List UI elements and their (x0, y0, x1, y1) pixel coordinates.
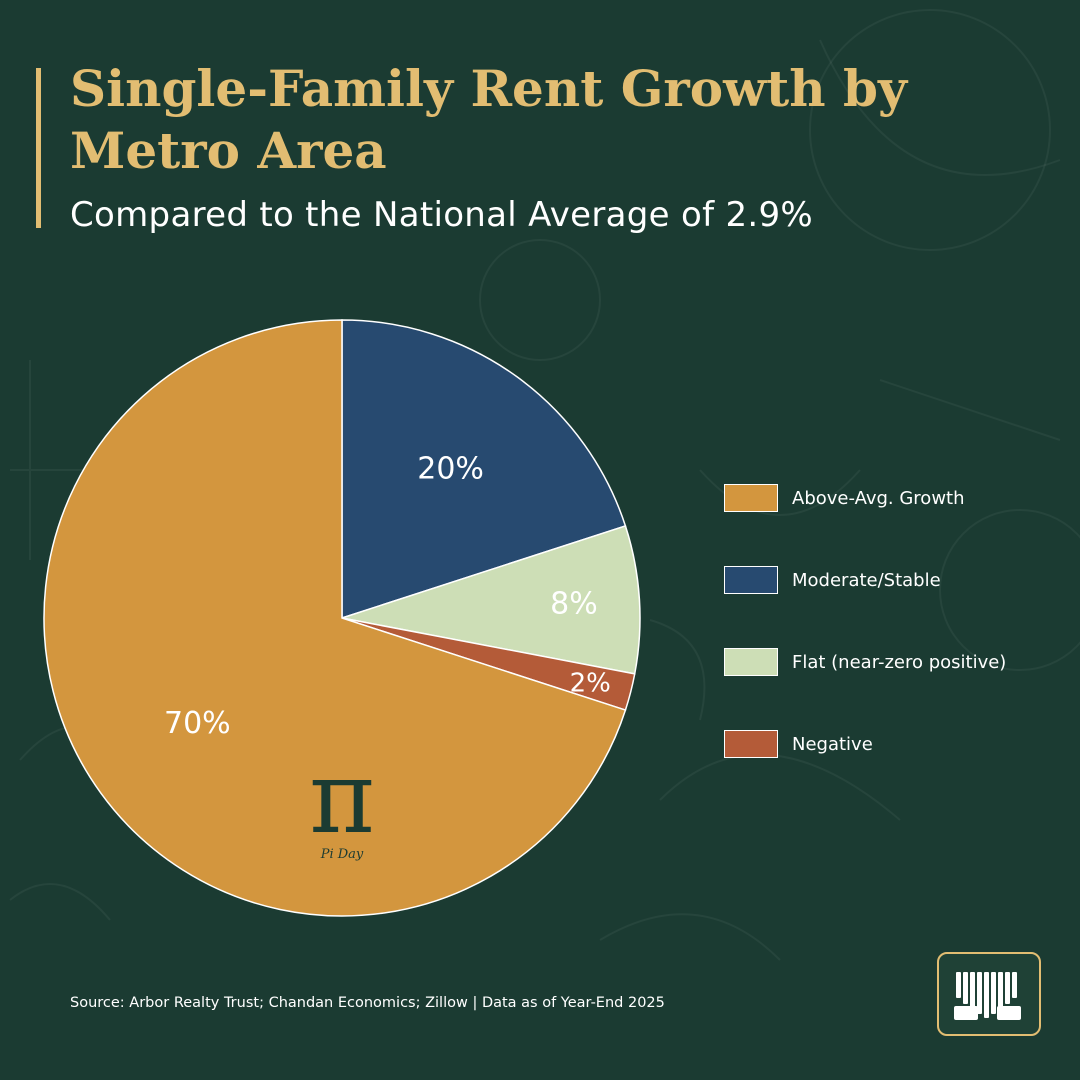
pie-slice-moderate-stable (341, 319, 627, 620)
legend-swatch (724, 484, 778, 512)
slice-label-above-avg-growth: 70% (164, 706, 231, 741)
legend-label: Moderate/Stable (792, 569, 941, 591)
brand-logo-icon (954, 972, 1021, 1020)
source-note: Source: Arbor Realty Trust; Chandan Econ… (70, 995, 665, 1011)
legend-item-above-avg-growth: Above-Avg. Growth (724, 482, 1064, 514)
legend-label: Above-Avg. Growth (792, 487, 965, 509)
pi-day-caption: Pi Day (320, 847, 364, 862)
legend-swatch (724, 566, 778, 594)
chart-title: Single-Family Rent Growth by Metro Area (70, 59, 908, 180)
slice-label-moderate-stable: 20% (417, 452, 484, 487)
legend-swatch (724, 730, 778, 758)
slice-label-flat-near-zero-positive: 8% (550, 586, 598, 621)
legend-label: Negative (792, 733, 873, 755)
slice-label-negative: 2% (570, 669, 611, 699)
legend-label: Flat (near-zero positive) (792, 651, 1007, 673)
pi-day-watermark: π Pi Day (309, 739, 375, 862)
legend-item-negative: Negative (724, 728, 1064, 760)
legend-swatch (724, 648, 778, 676)
chart-subtitle: Compared to the National Average of 2.9% (70, 195, 814, 235)
legend-item-moderate-stable: Moderate/Stable (724, 564, 1064, 596)
title-accent-bar (36, 68, 41, 228)
brand-logo (937, 952, 1041, 1036)
pie-slice-above-avg-growth (43, 319, 627, 917)
pi-symbol: π (309, 739, 375, 856)
pie-slice-flat-near-zero-positive (341, 524, 641, 675)
legend-item-flat-near-zero-positive: Flat (near-zero positive) (724, 646, 1064, 678)
